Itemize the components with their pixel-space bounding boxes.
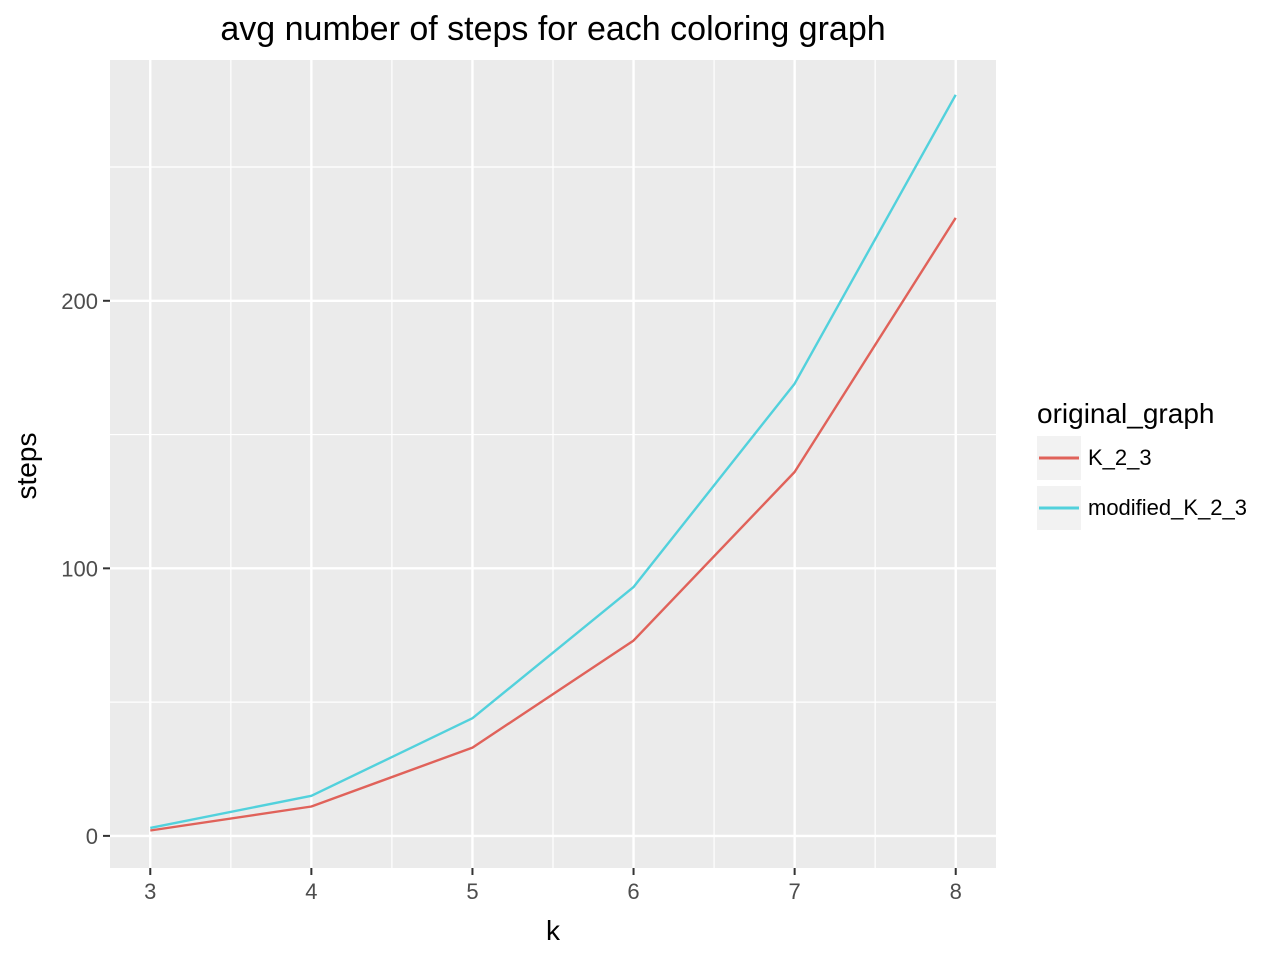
x-tick-label: 5: [466, 879, 478, 904]
x-tick-label: 6: [627, 879, 639, 904]
legend-title: original_graph: [1037, 398, 1214, 429]
x-axis: 3 4 5 6 7 8: [144, 868, 962, 904]
legend-entries: K_2_3 modified_K_2_3: [1037, 436, 1247, 530]
y-axis: 0 100 200: [61, 289, 110, 849]
x-tick-label: 8: [950, 879, 962, 904]
chart-title: avg number of steps for each coloring gr…: [220, 10, 885, 48]
series-line-K_2_3: [150, 217, 957, 832]
legend-label: modified_K_2_3: [1088, 495, 1247, 520]
major-gridlines: [110, 60, 996, 868]
series-lines: [150, 94, 957, 832]
y-axis-label: steps: [11, 433, 42, 500]
legend-label: K_2_3: [1088, 445, 1152, 470]
y-tick-label: 0: [86, 824, 98, 849]
x-tick-label: 4: [305, 879, 317, 904]
series-line-modified_K_2_3: [150, 94, 957, 830]
x-axis-label: k: [546, 915, 561, 946]
legend: original_graph K_2_3 modified_K_2_3: [1037, 398, 1247, 530]
y-tick-label: 100: [61, 556, 98, 581]
minor-gridlines: [110, 60, 996, 868]
x-tick-label: 7: [789, 879, 801, 904]
y-tick-label: 200: [61, 289, 98, 314]
x-tick-label: 3: [144, 879, 156, 904]
